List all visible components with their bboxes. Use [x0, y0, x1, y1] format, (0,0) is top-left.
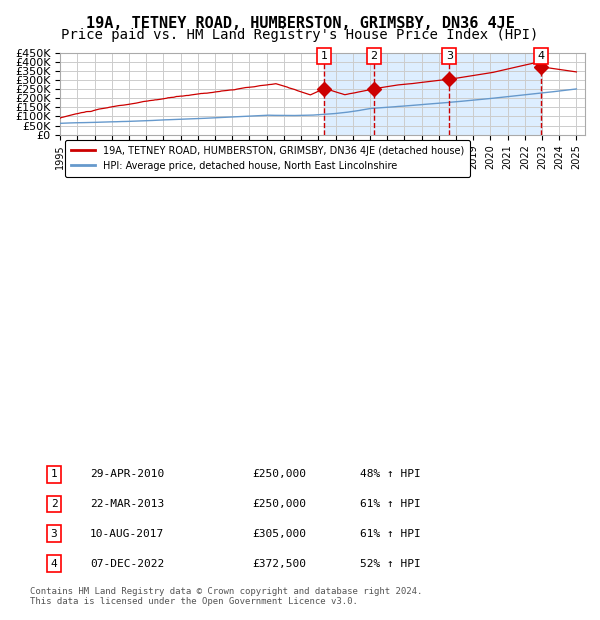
Text: £250,000: £250,000: [252, 469, 306, 479]
Text: 1: 1: [320, 51, 328, 61]
Text: 48% ↑ HPI: 48% ↑ HPI: [360, 469, 421, 479]
Text: 61% ↑ HPI: 61% ↑ HPI: [360, 529, 421, 539]
Text: 07-DEC-2022: 07-DEC-2022: [90, 559, 164, 569]
Bar: [324, 53, 541, 135]
Text: 3: 3: [50, 529, 58, 539]
Text: £305,000: £305,000: [252, 529, 306, 539]
Text: £372,500: £372,500: [252, 559, 306, 569]
Text: 4: 4: [537, 51, 544, 61]
Text: 61% ↑ HPI: 61% ↑ HPI: [360, 499, 421, 509]
Text: £250,000: £250,000: [252, 499, 306, 509]
Text: 4: 4: [50, 559, 58, 569]
Text: Contains HM Land Registry data © Crown copyright and database right 2024.
This d: Contains HM Land Registry data © Crown c…: [30, 587, 422, 606]
Text: Price paid vs. HM Land Registry's House Price Index (HPI): Price paid vs. HM Land Registry's House …: [61, 28, 539, 42]
Text: 3: 3: [446, 51, 453, 61]
Text: 22-MAR-2013: 22-MAR-2013: [90, 499, 164, 509]
Text: 2: 2: [50, 499, 58, 509]
Text: 10-AUG-2017: 10-AUG-2017: [90, 529, 164, 539]
Text: 19A, TETNEY ROAD, HUMBERSTON, GRIMSBY, DN36 4JE: 19A, TETNEY ROAD, HUMBERSTON, GRIMSBY, D…: [86, 16, 514, 30]
Text: 52% ↑ HPI: 52% ↑ HPI: [360, 559, 421, 569]
Text: 29-APR-2010: 29-APR-2010: [90, 469, 164, 479]
Legend: 19A, TETNEY ROAD, HUMBERSTON, GRIMSBY, DN36 4JE (detached house), HPI: Average p: 19A, TETNEY ROAD, HUMBERSTON, GRIMSBY, D…: [65, 141, 470, 177]
Text: 2: 2: [370, 51, 377, 61]
Text: 1: 1: [50, 469, 58, 479]
